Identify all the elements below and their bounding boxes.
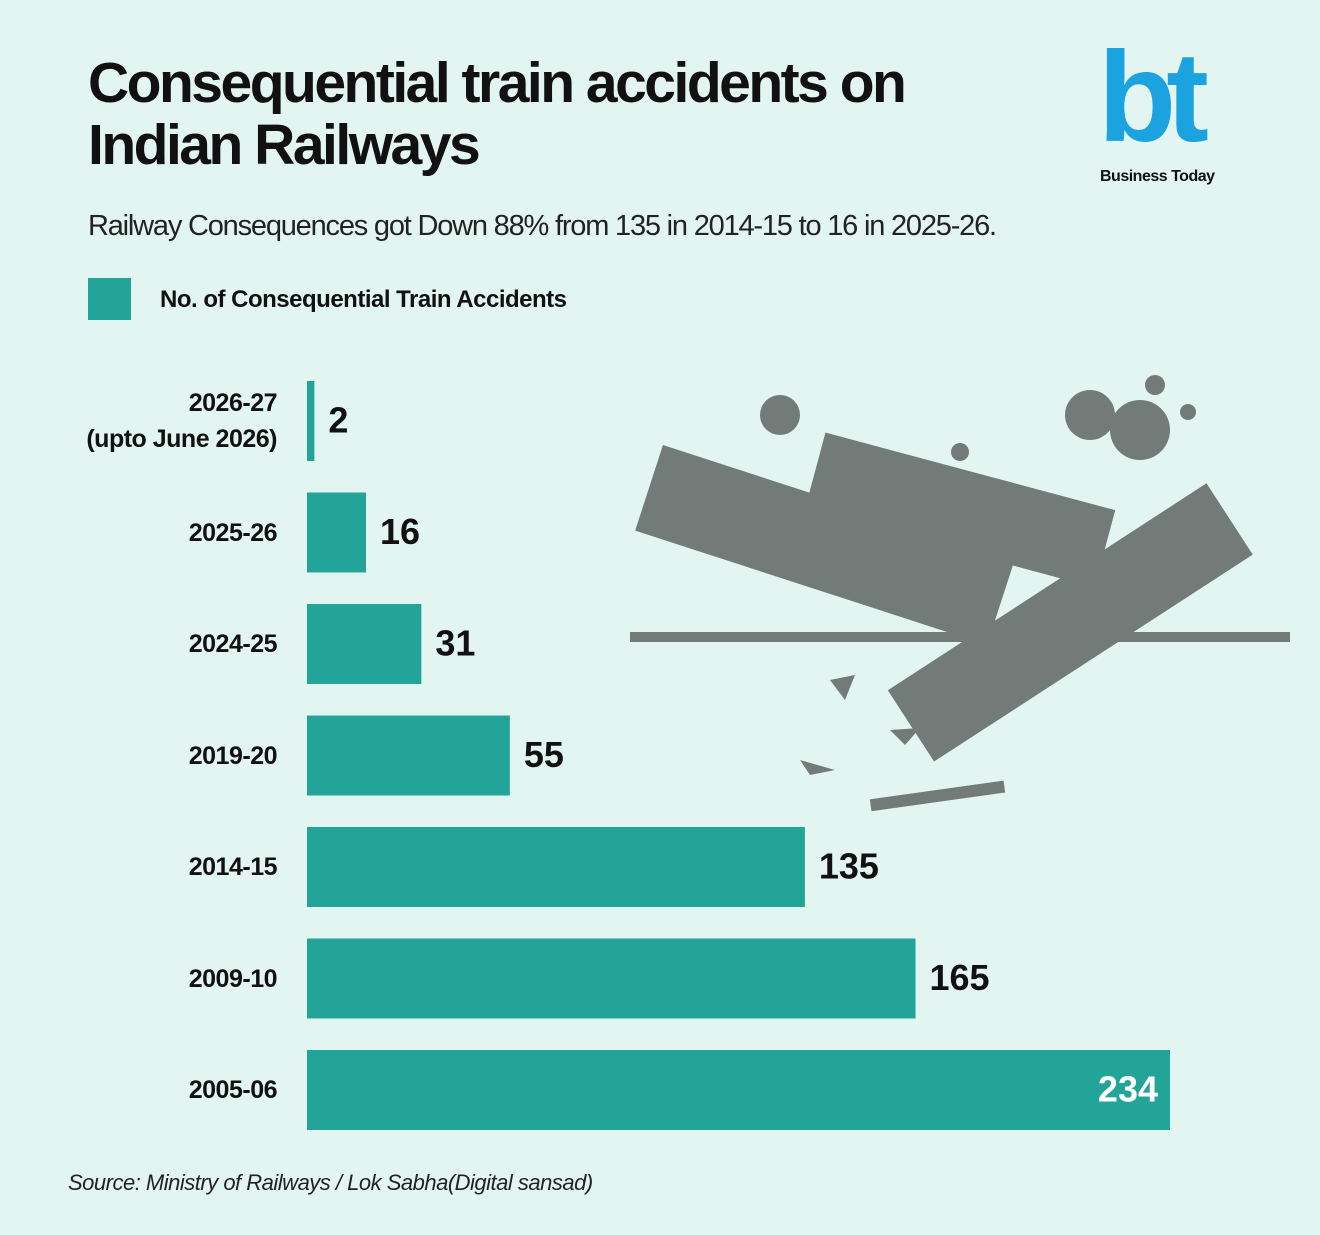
legend-swatch — [88, 278, 131, 320]
chart-title: Consequential train accidents on Indian … — [88, 51, 907, 177]
bar — [307, 492, 367, 573]
bar — [307, 1050, 1170, 1130]
value-label: 16 — [380, 511, 420, 552]
value-label: 55 — [524, 734, 564, 775]
logo: bt — [1098, 26, 1209, 169]
category-label: 2024-25 — [188, 630, 278, 658]
subtitle: Railway Consequences got Down 88% from 1… — [88, 210, 997, 242]
bar — [307, 827, 805, 907]
category-label: 2025-26 — [188, 518, 278, 547]
bar — [307, 381, 315, 461]
source: Source: Ministry of Railways / Lok Sabha… — [68, 1170, 593, 1195]
value-label: 234 — [1098, 1069, 1158, 1110]
illustration — [630, 375, 1290, 812]
category-label: 2014-15 — [188, 853, 278, 881]
category-label: 2005-06 — [188, 1076, 278, 1104]
legend-label: No. of Consequential Train Accidents — [160, 286, 567, 313]
value-label: 135 — [819, 846, 879, 887]
value-label: 31 — [435, 623, 475, 664]
bar — [307, 604, 422, 684]
value-label: 2 — [328, 400, 348, 441]
logo-name: Business Today — [1100, 168, 1215, 185]
bar — [307, 715, 510, 796]
value-label: 165 — [930, 957, 990, 998]
bar — [307, 938, 916, 1019]
category-label: 2009-10 — [188, 964, 278, 993]
category-label: 2026-27 (upto June 2026) — [86, 389, 277, 453]
category-label: 2019-20 — [188, 741, 278, 770]
